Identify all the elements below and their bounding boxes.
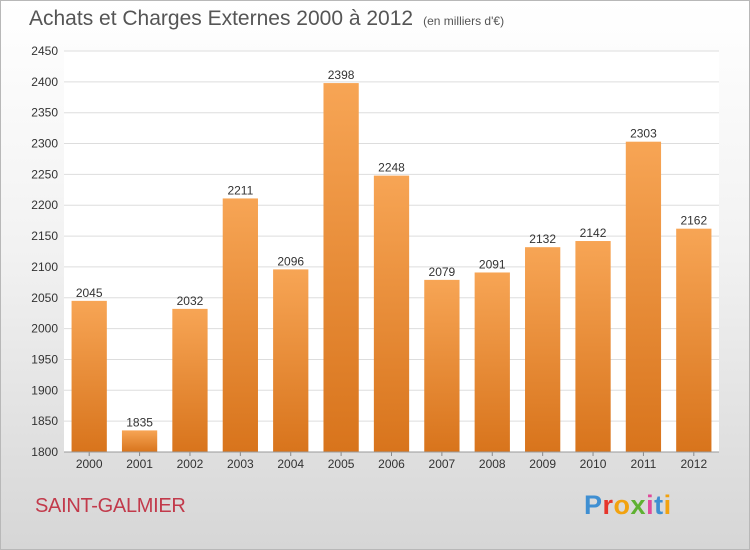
bar [373, 175, 410, 452]
data-label: 2162 [680, 214, 707, 228]
y-tick-label: 2250 [31, 167, 58, 181]
location-label: SAINT-GALMIER [35, 495, 186, 517]
y-tick-label: 2150 [31, 229, 58, 243]
y-tick-label: 2400 [31, 75, 58, 89]
logo-letter: o [613, 490, 631, 520]
data-label: 2032 [177, 294, 204, 308]
y-tick-label: 2050 [31, 291, 58, 305]
x-tick-label: 2008 [479, 457, 506, 471]
x-tick-label: 2012 [680, 457, 707, 471]
logo-letter: x [630, 490, 647, 520]
x-tick-label: 2004 [277, 457, 304, 471]
data-label: 2132 [529, 232, 556, 246]
x-tick-label: 2000 [76, 457, 103, 471]
y-tick-label: 2000 [31, 322, 58, 336]
bar [424, 279, 460, 452]
x-tick-label: 2001 [126, 457, 153, 471]
x-tick-label: 2009 [529, 457, 556, 471]
x-tick-label: 2010 [580, 457, 607, 471]
data-label: 2248 [378, 161, 405, 175]
y-tick-label: 2450 [31, 44, 58, 58]
x-tick-label: 2005 [328, 457, 355, 471]
data-label: 1835 [126, 415, 153, 429]
y-tick-label: 1800 [31, 445, 58, 459]
y-tick-label: 2100 [31, 260, 58, 274]
y-tick-label: 2350 [31, 106, 58, 120]
bar [676, 228, 712, 452]
y-tick-label: 2300 [31, 137, 58, 151]
bar [323, 83, 359, 452]
y-tick-label: 2200 [31, 198, 58, 212]
data-label: 2045 [76, 286, 103, 300]
logo-letter: r [602, 490, 614, 520]
logo-letter: i [646, 490, 655, 520]
y-tick-label: 1900 [31, 383, 58, 397]
x-tick-label: 2002 [177, 457, 204, 471]
x-tick-label: 2011 [631, 457, 657, 471]
data-label: 2142 [580, 226, 607, 240]
chart-title: Achats et Charges Externes 2000 à 2012 [29, 7, 414, 30]
x-tick-label: 2006 [378, 457, 405, 471]
logo-letter: t [654, 490, 664, 520]
bar [474, 272, 510, 452]
x-tick-label: 2007 [429, 457, 456, 471]
x-tick-label: 2003 [227, 457, 254, 471]
data-label: 2096 [277, 254, 304, 268]
y-tick-label: 1950 [31, 352, 58, 366]
chart-title-block: Achats et Charges Externes 2000 à 2012 (e… [29, 7, 504, 31]
bar [625, 141, 662, 453]
data-label: 2091 [479, 257, 506, 271]
y-tick-label: 1850 [31, 414, 58, 428]
bar [71, 300, 107, 452]
bar [273, 269, 309, 452]
proxiti-logo: Proxiti [584, 490, 672, 521]
bar [525, 247, 561, 452]
bar [575, 241, 611, 452]
logo-letter: i [663, 490, 672, 520]
data-label: 2303 [630, 127, 657, 141]
bar [172, 308, 208, 452]
data-label: 2211 [227, 183, 253, 197]
logo-letter: P [584, 490, 603, 520]
data-label: 2398 [328, 68, 355, 82]
data-label: 2079 [429, 265, 456, 279]
bar [222, 198, 258, 452]
bar [121, 430, 158, 452]
chart-subtitle: (en milliers d'€) [423, 14, 505, 28]
